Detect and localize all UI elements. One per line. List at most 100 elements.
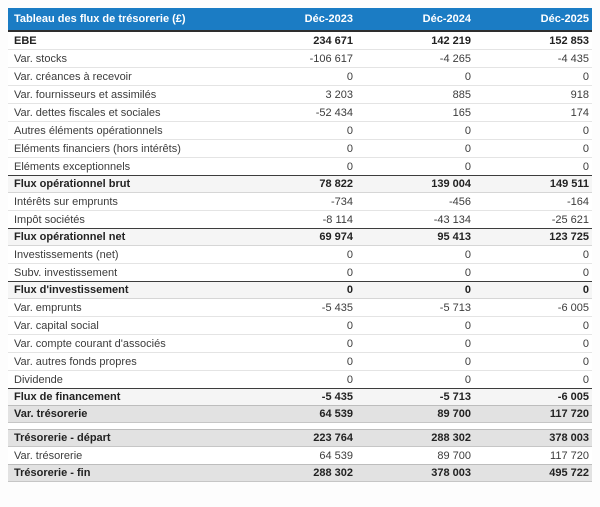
row-value: 69 974 [319,231,353,243]
row-label: Var. trésorerie [14,408,88,420]
row-value: 0 [582,160,589,173]
row-value: 0 [582,319,589,332]
row-value: 223 764 [313,432,353,444]
row-label: Subv. investissement [14,266,118,279]
row-value: 0 [464,319,471,332]
row-value: 0 [346,70,353,83]
row-value: -5 435 [321,391,353,403]
row-value: -52 434 [315,106,353,119]
row-label: Impôt sociétés [14,213,85,226]
row-value: 89 700 [437,408,471,420]
row-value: 117 720 [550,449,589,462]
row-value: -456 [448,195,471,208]
row-label: Flux opérationnel brut [14,178,131,190]
table-row: Eléments exceptionnels 0 0 0 [8,158,592,176]
row-label: Flux opérationnel net [14,231,126,243]
row-label: Var. stocks [14,52,67,65]
column-header-dec-2025: Déc-2025 [540,13,589,25]
row-value: -25 621 [551,213,589,226]
row-value: -4 265 [439,52,471,65]
row-value: 165 [452,106,471,119]
row-value: -43 134 [433,213,471,226]
row-label: Var. capital social [14,319,99,332]
row-label: Intérêts sur emprunts [14,195,118,208]
table-row: Impôt sociétés -8 114 -43 134 -25 621 [8,211,592,229]
row-value: 885 [452,88,471,101]
row-value: 0 [582,70,589,83]
row-value: 0 [582,266,589,279]
table-row: Var. fournisseurs et assimilés 3 203 885 91… [8,86,592,104]
table-row: Flux opérationnel brut 78 822 139 004 149 5… [8,175,592,193]
row-value: 0 [346,142,353,155]
table-header: Tableau des flux de trésorerie (£) Déc-2… [8,8,592,32]
row-label: Flux de financement [14,391,121,403]
row-value: 0 [464,373,471,386]
table-row: Flux opérationnel net 69 974 95 413 123 725 [8,228,592,246]
table-row: Intérêts sur emprunts -734 -456 -164 [8,193,592,211]
row-value: -5 713 [439,391,471,403]
row-value: 123 725 [549,231,589,243]
row-value: 288 302 [431,432,471,444]
table-row: Var. autres fonds propres 0 0 0 [8,353,592,371]
row-value: 0 [464,266,471,279]
row-value: 117 720 [549,408,589,420]
row-label: Var. créances à recevoir [14,70,132,83]
row-value: 89 700 [437,449,471,462]
row-value: -4 435 [557,52,589,65]
row-value: 378 003 [549,432,589,444]
row-value: 0 [464,142,471,155]
row-label: Flux d'investissement [14,284,129,296]
table-row: Var. créances à recevoir 0 0 0 [8,68,592,86]
row-value: 0 [346,337,353,350]
table-row: Var. trésorerie 64 539 89 700 117 720 [8,447,592,465]
table-row: Var. stocks -106 617 -4 265 -4 435 [8,50,592,68]
row-label: Investissements (net) [14,248,119,261]
row-value: 0 [582,337,589,350]
row-value: 0 [464,160,471,173]
table-row: Investissements (net) 0 0 0 [8,246,592,264]
row-value: 0 [464,248,471,261]
row-value: 288 302 [313,467,353,479]
row-value: -734 [330,195,353,208]
table-row: Autres éléments opérationnels 0 0 0 [8,122,592,140]
row-value: 0 [582,124,589,137]
row-value: 0 [582,248,589,261]
row-label: Var. compte courant d'associés [14,337,166,350]
row-value: 0 [464,355,471,368]
table-row: Flux de financement -5 435 -5 713 -6 005 [8,388,592,406]
row-value: 64 539 [319,408,353,420]
row-value: 152 853 [549,34,589,47]
row-value: 0 [582,142,589,155]
row-label: Eléments exceptionnels [14,160,131,173]
table-title: Tableau des flux de trésorerie (£) [14,13,186,25]
table-row: Var. trésorerie 64 539 89 700 117 720 [8,405,592,423]
column-header-dec-2024: Déc-2024 [422,13,471,25]
row-value: 0 [464,284,471,296]
row-value: -6 005 [557,301,589,314]
row-label: Autres éléments opérationnels [14,124,163,137]
row-value: 0 [346,373,353,386]
row-value: 95 413 [437,231,471,243]
row-label: Trésorerie - départ [14,432,111,444]
row-value: 0 [346,355,353,368]
row-value: -8 114 [322,213,353,226]
row-value: 0 [346,266,353,279]
row-label: Var. fournisseurs et assimilés [14,88,157,101]
row-value: 149 511 [549,178,589,190]
row-value: 0 [582,284,589,296]
row-value: 3 203 [325,88,353,101]
table-row: Trésorerie - fin 288 302 378 003 495 722 [8,464,592,482]
row-value: 142 219 [431,34,471,47]
row-value: -6 005 [557,391,589,403]
row-value: 0 [464,70,471,83]
row-label: EBE [14,34,37,47]
row-value: 378 003 [431,467,471,479]
row-value: -5 713 [439,301,471,314]
table-body: EBE 234 671 142 219 152 853 Var. stocks -106 … [8,32,592,482]
row-value: 0 [346,160,353,173]
row-value: 0 [346,124,353,137]
row-label: Eléments financiers (hors intérêts) [14,142,181,155]
row-value: -106 617 [309,52,353,65]
table-row: EBE 234 671 142 219 152 853 [8,32,592,50]
row-value: 0 [346,284,353,296]
